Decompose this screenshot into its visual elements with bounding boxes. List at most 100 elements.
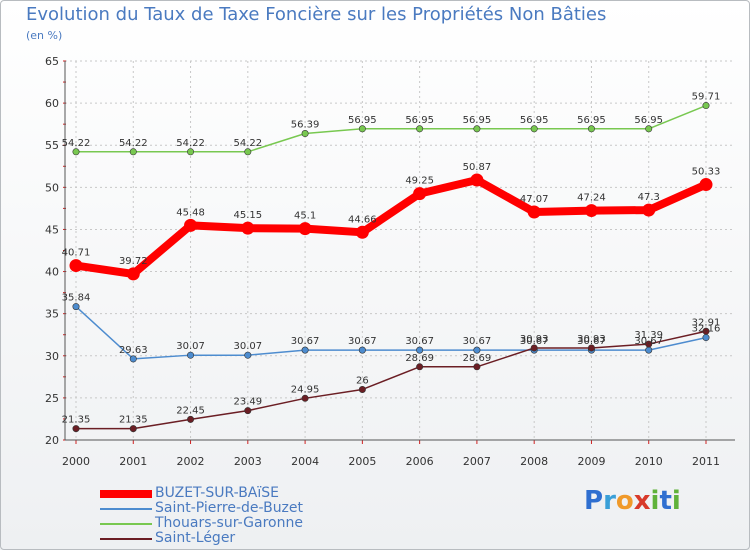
data-point-buzet-sur-ba-se xyxy=(126,267,140,281)
data-label-saint-l-ger: 30.93 xyxy=(577,334,606,345)
chart-title: Evolution du Taux de Taxe Foncière sur l… xyxy=(26,4,607,25)
data-point-buzet-sur-ba-se xyxy=(241,221,255,235)
y-tick-label: 50 xyxy=(45,181,59,194)
data-label-saint-l-ger: 30.93 xyxy=(520,334,549,345)
logo-letter: r xyxy=(603,486,616,516)
data-label-buzet-sur-ba-se: 45.1 xyxy=(294,211,316,222)
data-label-saint-pierre-de-buzet: 29.63 xyxy=(119,345,148,356)
data-label-buzet-sur-ba-se: 39.72 xyxy=(119,256,148,267)
logo-letter: t xyxy=(659,486,672,516)
data-point-buzet-sur-ba-se xyxy=(355,225,369,239)
x-tick-label: 2005 xyxy=(348,455,376,468)
data-point-buzet-sur-ba-se xyxy=(699,178,713,192)
data-label-saint-l-ger: 21.35 xyxy=(62,415,91,426)
data-label-thouars-sur-garonne: 56.95 xyxy=(463,115,492,126)
x-tick-label: 2003 xyxy=(234,455,262,468)
data-label-saint-pierre-de-buzet: 32.16 xyxy=(692,324,721,335)
data-label-buzet-sur-ba-se: 47.3 xyxy=(638,192,660,203)
x-tick-label: 2001 xyxy=(119,455,147,468)
y-tick-label: 65 xyxy=(45,55,59,68)
series-group xyxy=(69,102,713,433)
data-label-buzet-sur-ba-se: 40.71 xyxy=(62,248,91,259)
x-tick-label: 2009 xyxy=(577,455,605,468)
data-label-thouars-sur-garonne: 56.39 xyxy=(291,120,320,131)
data-label-saint-l-ger: 23.49 xyxy=(233,397,262,408)
data-point-thouars-sur-garonne xyxy=(244,148,252,156)
data-label-saint-l-ger: 28.69 xyxy=(463,353,492,364)
data-point-buzet-sur-ba-se xyxy=(69,259,83,273)
legend-label: Saint-Léger xyxy=(155,530,236,546)
data-label-saint-pierre-de-buzet: 35.84 xyxy=(62,293,91,304)
y-tick-label: 35 xyxy=(45,308,59,321)
x-tick-label: 2004 xyxy=(291,455,319,468)
data-point-buzet-sur-ba-se xyxy=(184,218,198,232)
data-label-saint-pierre-de-buzet: 30.67 xyxy=(577,336,606,347)
data-point-buzet-sur-ba-se xyxy=(413,187,427,201)
data-point-thouars-sur-garonne xyxy=(358,125,366,133)
legend-swatch xyxy=(100,490,152,498)
data-point-saint-l-ger xyxy=(530,344,538,352)
data-label-buzet-sur-ba-se: 45.15 xyxy=(233,210,262,221)
data-label-thouars-sur-garonne: 54.22 xyxy=(176,138,205,149)
x-tick-label: 2006 xyxy=(406,455,434,468)
legend-label: BUZET-SUR-BAïSE xyxy=(155,485,280,501)
data-point-saint-l-ger xyxy=(358,385,366,393)
data-label-buzet-sur-ba-se: 49.25 xyxy=(405,176,434,187)
data-point-saint-pierre-de-buzet xyxy=(72,303,80,311)
data-point-buzet-sur-ba-se xyxy=(470,173,484,187)
data-point-saint-l-ger xyxy=(187,415,195,423)
logo-letter: x xyxy=(633,486,651,516)
data-label-buzet-sur-ba-se: 47.07 xyxy=(520,194,549,205)
data-point-thouars-sur-garonne xyxy=(187,148,195,156)
data-point-thouars-sur-garonne xyxy=(702,102,710,110)
data-label-thouars-sur-garonne: 54.22 xyxy=(119,138,148,149)
data-label-saint-l-ger: 31.39 xyxy=(634,330,663,341)
legend-swatch xyxy=(100,523,152,525)
data-label-thouars-sur-garonne: 54.22 xyxy=(233,138,262,149)
data-point-buzet-sur-ba-se xyxy=(527,205,541,219)
data-labels: 35.84 29.63 30.07 30.07 30.67 30.67 30.67 30.67… xyxy=(62,92,721,426)
y-tick-label: 55 xyxy=(45,139,59,152)
data-point-saint-pierre-de-buzet xyxy=(702,334,710,342)
data-label-thouars-sur-garonne: 56.95 xyxy=(577,115,606,126)
data-point-saint-pierre-de-buzet xyxy=(244,351,252,359)
data-label-thouars-sur-garonne: 54.22 xyxy=(62,138,91,149)
series-line-buzet-sur-ba-se xyxy=(72,176,710,278)
data-label-saint-l-ger: 22.45 xyxy=(176,405,205,416)
x-tick-label: 2010 xyxy=(635,455,663,468)
data-point-thouars-sur-garonne xyxy=(530,125,538,133)
legend-swatch xyxy=(100,508,152,510)
y-tick-label: 40 xyxy=(45,266,59,279)
data-point-saint-pierre-de-buzet xyxy=(187,351,195,359)
data-label-thouars-sur-garonne: 56.95 xyxy=(348,115,377,126)
legend-label: Saint-Pierre-de-Buzet xyxy=(155,500,304,516)
x-tick-label: 2008 xyxy=(520,455,548,468)
logo-letter: o xyxy=(615,486,634,516)
series-line-saint-pierre-de-buzet xyxy=(75,305,707,360)
data-point-saint-l-ger xyxy=(416,363,424,371)
data-label-saint-l-ger: 28.69 xyxy=(405,353,434,364)
data-point-buzet-sur-ba-se xyxy=(584,204,598,218)
data-point-buzet-sur-ba-se xyxy=(298,222,312,236)
data-label-buzet-sur-ba-se: 45.48 xyxy=(176,207,205,218)
y-unit-label: (en %) xyxy=(26,29,63,42)
data-point-thouars-sur-garonne xyxy=(473,125,481,133)
proxiti-logo: Proxiti xyxy=(584,486,681,516)
logo-letter: i xyxy=(671,486,681,516)
logo-letter: P xyxy=(584,486,604,516)
data-label-saint-pierre-de-buzet: 30.67 xyxy=(463,336,492,347)
data-point-saint-l-ger xyxy=(129,425,137,433)
data-label-buzet-sur-ba-se: 47.24 xyxy=(577,193,606,204)
data-point-saint-l-ger xyxy=(587,344,595,352)
logo-letter: i xyxy=(650,486,660,516)
data-point-buzet-sur-ba-se xyxy=(642,203,656,217)
y-tick-label: 20 xyxy=(45,434,59,447)
series-line-thouars-sur-garonne xyxy=(75,104,707,153)
series-line-saint-l-ger xyxy=(75,330,707,430)
x-tick-label: 2000 xyxy=(62,455,90,468)
legend-label: Thouars-sur-Garonne xyxy=(155,515,303,531)
data-point-thouars-sur-garonne xyxy=(301,130,309,138)
legend-item-buzet-sur-ba-se: BUZET-SUR-BAïSE xyxy=(100,485,400,501)
data-point-thouars-sur-garonne xyxy=(587,125,595,133)
data-point-saint-pierre-de-buzet xyxy=(129,355,137,363)
